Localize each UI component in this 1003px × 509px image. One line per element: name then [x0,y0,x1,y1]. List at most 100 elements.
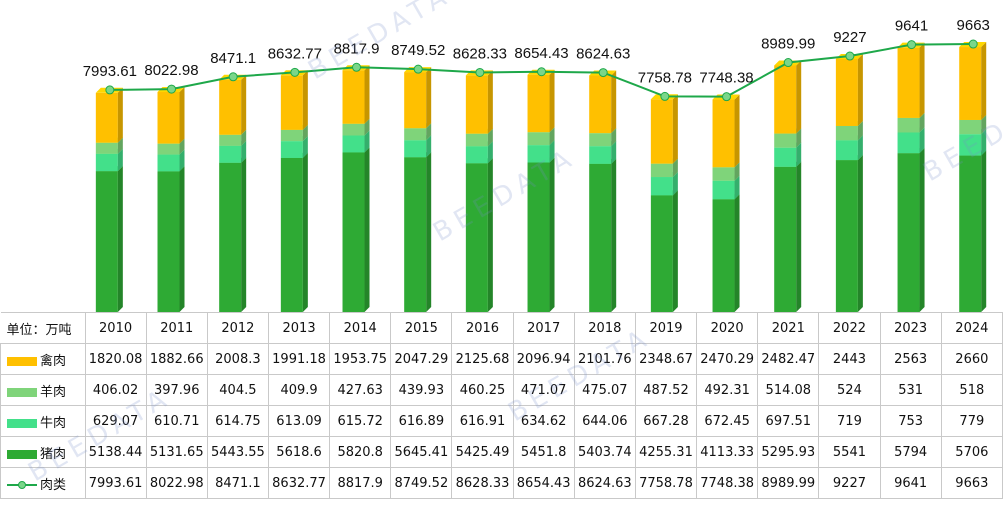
table-cell: 9663 [940,467,1003,499]
bar-side-牛肉-2018 [611,141,617,164]
bar-side-羊肉-2020 [734,162,740,181]
bar-side-猪肉-2021 [796,161,802,312]
table-cell: 1820.08 [84,343,147,375]
year-header-2011: 2011 [145,312,208,344]
bar-side-禽肉-2023 [919,42,925,118]
bar-segment-猪肉-2023 [897,153,920,312]
line-label-2022: 9227 [833,29,866,46]
table-cell: 8624.63 [573,467,636,499]
bar-side-牛肉-2014 [364,130,370,153]
year-header-2015: 2015 [390,312,453,344]
bar-side-羊肉-2012 [241,129,247,146]
bar-side-禽肉-2010 [117,87,123,143]
bar-side-禽肉-2017 [549,69,555,133]
bar-side-羊肉-2011 [179,138,185,155]
bar-segment-牛肉-2023 [897,132,920,154]
bar-segment-牛肉-2013 [280,141,303,158]
bar-side-牛肉-2010 [117,148,123,172]
bar-side-猪肉-2020 [734,194,740,312]
bar-side-牛肉-2021 [796,142,802,167]
year-header-2018: 2018 [573,312,636,344]
table-cell: 2008.3 [206,343,269,375]
table-cell: 753 [879,405,942,437]
table-cell: 5820.8 [329,436,392,468]
bar-side-猪肉-2022 [857,155,863,312]
bar-side-禽肉-2013 [302,70,308,130]
bar-side-牛肉-2015 [426,135,432,158]
bar-side-猪肉-2023 [919,148,925,312]
bar-segment-禽肉-2020 [712,99,735,168]
bar-side-牛肉-2020 [734,175,740,200]
bar-side-牛肉-2017 [549,140,555,163]
line-point-2015 [413,64,423,74]
bar-segment-禽肉-2014 [342,70,365,124]
bar-segment-牛肉-2015 [404,140,427,158]
bar-segment-猪肉-2018 [589,163,612,312]
table-cell: 634.62 [512,405,575,437]
table-cell: 610.71 [145,405,208,437]
bar-segment-羊肉-2022 [835,125,858,141]
series-label-羊肉: 羊肉 [0,374,86,406]
bar-side-羊肉-2014 [364,118,370,136]
table-cell: 8749.52 [390,467,453,499]
bar-side-羊肉-2013 [302,124,308,142]
table-cell: 7993.61 [84,467,147,499]
bar-segment-羊肉-2012 [219,134,242,146]
table-cell: 615.72 [329,405,392,437]
table-row: 猪肉 5138.44 5131.65 5443.55 5618.6 5820.8 5645.… [0,436,1003,468]
table-cell: 4113.33 [696,436,759,468]
bar-side-禽肉-2024 [981,42,987,120]
table-cell: 2482.47 [757,343,820,375]
line-point-2014 [352,62,362,72]
bar-side-牛肉-2019 [672,172,678,196]
bar-side-羊肉-2022 [857,120,863,141]
line-label-2019: 7758.78 [638,69,692,86]
bar-segment-禽肉-2013 [280,75,303,130]
bar-segment-猪肉-2021 [774,166,797,312]
bar-side-牛肉-2011 [179,149,185,172]
bar-side-羊肉-2018 [611,128,617,147]
line-label-2020: 7748.38 [699,70,753,87]
bar-segment-猪肉-2024 [959,155,982,312]
bar-side-禽肉-2016 [487,70,493,134]
series-label-牛肉: 牛肉 [0,405,86,437]
legend-swatch [7,387,37,397]
bar-side-牛肉-2013 [302,136,308,158]
table-cell: 4255.31 [634,436,698,468]
bar-side-禽肉-2014 [364,65,370,124]
table-cell: 409.9 [267,374,331,406]
bar-segment-羊肉-2014 [342,123,365,136]
year-header-2023: 2023 [879,312,942,344]
bar-segment-羊肉-2018 [589,133,612,147]
bar-segment-猪肉-2012 [219,162,242,312]
table-cell: 492.31 [696,374,759,406]
table-cell: 406.02 [84,374,147,406]
line-point-2022 [845,51,855,61]
bar-segment-禽肉-2023 [897,47,920,118]
bar-segment-牛肉-2012 [219,145,242,163]
table-cell: 518 [940,374,1003,406]
table-cell: 5618.6 [267,436,331,468]
line-label-2017: 8654.43 [514,45,568,62]
bar-side-禽肉-2011 [179,87,185,144]
table-cell: 667.28 [634,405,698,437]
table-cell: 2660 [940,343,1003,375]
table-row: 牛肉 629.07 610.71 614.75 613.09 615.72 616.89 61… [0,405,1003,437]
table-cell: 1882.66 [145,343,208,375]
series-name: 牛肉 [40,415,67,431]
table-cell: 5706 [940,436,1003,468]
line-label-2018: 8624.63 [576,46,630,63]
table-cell: 5295.93 [757,436,820,468]
legend-swatch [7,449,37,459]
bar-segment-禽肉-2019 [650,99,673,164]
bar-segment-禽肉-2024 [959,47,982,120]
table-cell: 8817.9 [329,467,392,499]
year-header-2024: 2024 [940,312,1003,344]
table-cell: 7758.78 [634,467,698,499]
bar-side-禽肉-2020 [734,94,740,168]
bar-segment-羊肉-2010 [95,142,118,154]
line-point-2012 [228,72,238,82]
bar-side-猪肉-2014 [364,147,370,312]
table-cell: 5645.41 [390,436,453,468]
table-cell: 697.51 [757,405,820,437]
